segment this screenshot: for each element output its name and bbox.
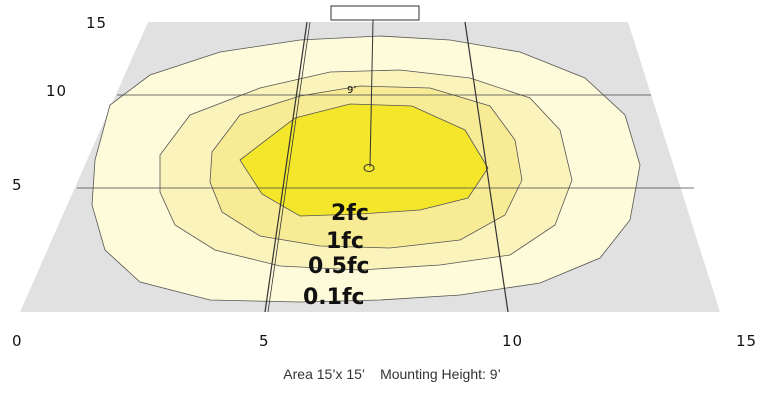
y-axis-label-15: 15 [86,14,107,32]
contour-label-2fc: 2fc [331,201,369,226]
mounting-height-label: 9’ [347,85,357,96]
caption-mounting-height: Mounting Height: 9’ [380,366,501,382]
y-axis-label-5: 5 [12,176,23,194]
diagram-caption: Area 15’x 15’ Mounting Height: 9’ [0,366,784,382]
x-axis-label-15: 15 [736,332,757,350]
grid-line-x5b [267,21,311,313]
caption-area: Area 15’x 15’ [283,366,365,382]
x-axis-label-0: 0 [12,332,23,350]
grid-line-x5 [264,21,308,313]
contour-label-0-1fc: 0.1fc [303,285,365,310]
contour-label-0-5fc: 0.5fc [308,254,370,279]
mounting-pole [369,19,374,168]
light-source-point [363,164,375,172]
contour-label-1fc: 1fc [326,229,364,254]
luminaire-fixture [330,5,420,21]
x-axis-label-5: 5 [259,332,270,350]
x-axis-label-10: 10 [502,332,523,350]
y-axis-label-10: 10 [46,82,67,100]
grid-line-x10 [464,21,509,313]
